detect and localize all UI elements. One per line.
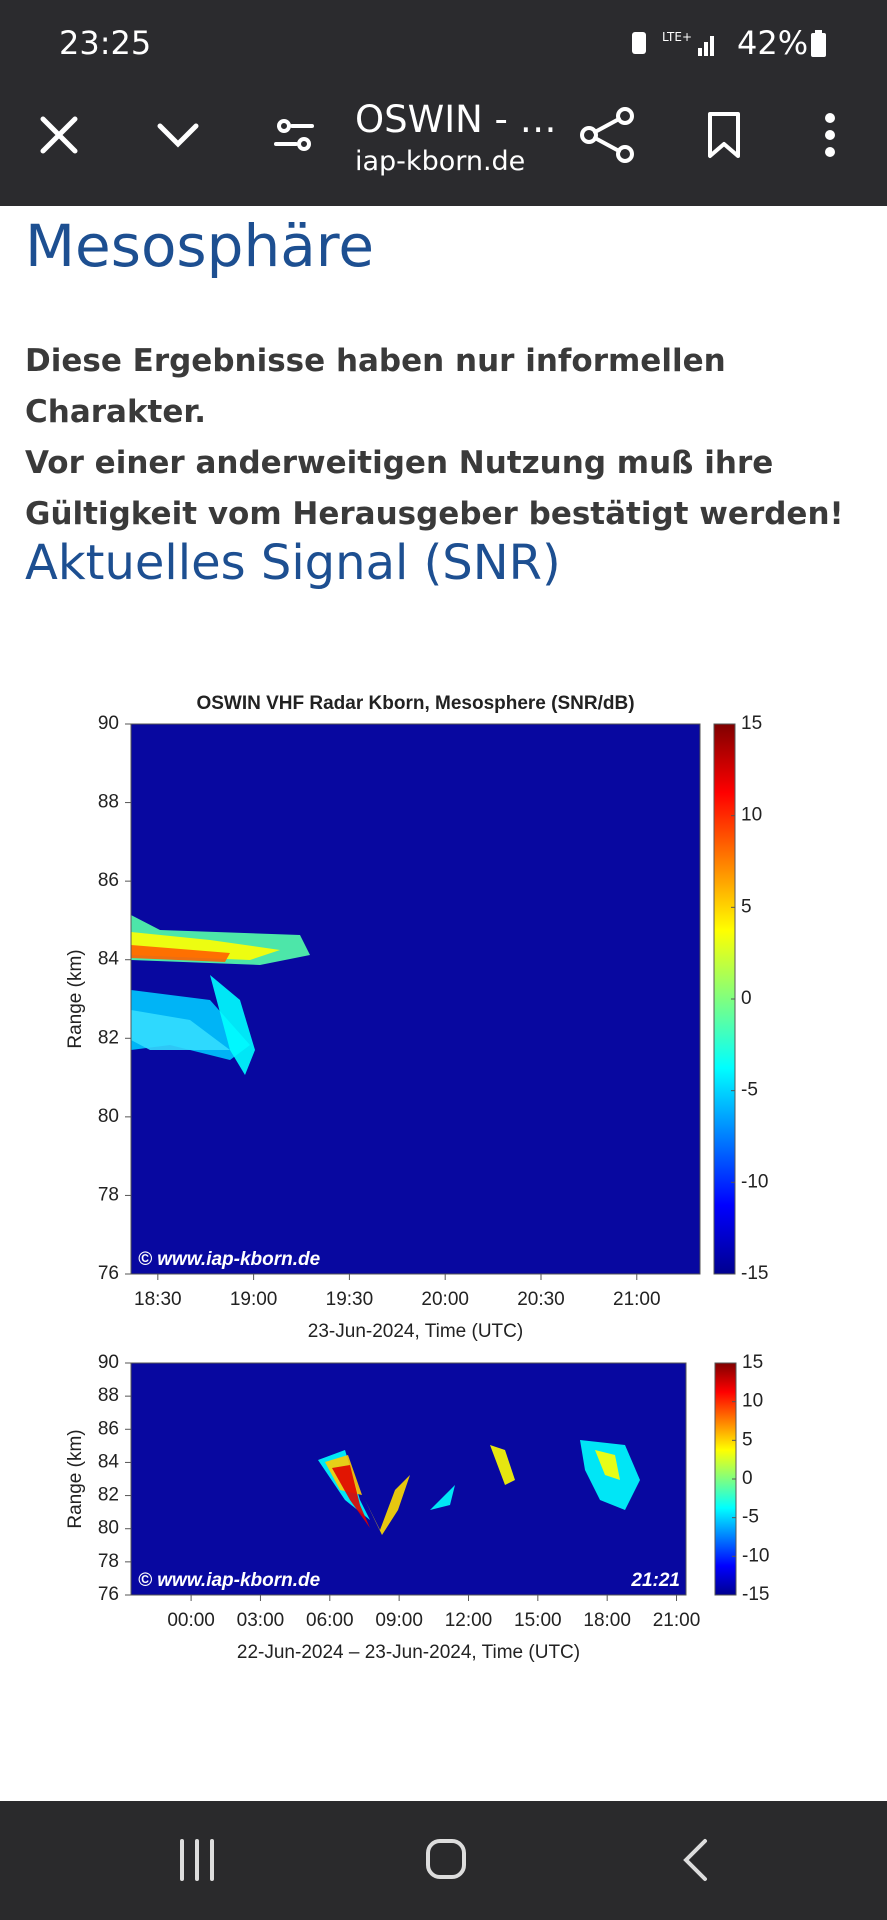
x-tick-label: 19:00 <box>230 1289 278 1310</box>
echo-region <box>430 1485 455 1510</box>
y-tick-label: 86 <box>98 1418 119 1439</box>
watermark: © www.iap-kborn.de <box>138 1570 321 1591</box>
subheading: Aktuelles Signal (SNR) <box>25 535 561 591</box>
colorbar-tick-label: 5 <box>741 896 752 917</box>
colorbar-tick-label: -15 <box>741 1263 768 1284</box>
y-tick-label: 88 <box>98 1385 119 1406</box>
x-tick-label: 20:30 <box>517 1289 565 1310</box>
echo-region <box>210 975 255 1075</box>
colorbar-tick-label: 5 <box>742 1429 753 1450</box>
x-tick-label: 18:00 <box>583 1610 631 1631</box>
plot-frame <box>130 723 701 1275</box>
y-tick-label: 78 <box>98 1551 119 1572</box>
timestamp: 21:21 <box>630 1570 680 1591</box>
x-axis-label: 22-Jun-2024 – 23-Jun-2024, Time (UTC) <box>237 1642 580 1663</box>
echo-region <box>595 1450 620 1480</box>
share-button[interactable] <box>580 107 634 163</box>
radar-plot: OSWIN VHF Radar Kborn, Mesosphere (SNR/d… <box>65 693 768 1342</box>
x-tick-label: 20:00 <box>421 1289 469 1310</box>
echo-region <box>332 1465 370 1528</box>
page-url[interactable]: iap-kborn.de <box>355 146 526 177</box>
echo-region <box>131 1010 230 1050</box>
heading: Mesosphäre <box>25 212 375 280</box>
colorbar-tick-label: 15 <box>742 1352 763 1373</box>
colorbar-tick-label: 0 <box>741 988 752 1009</box>
colorbar-tick-label: -15 <box>742 1584 769 1605</box>
menu-button[interactable] <box>157 123 199 148</box>
tune-button[interactable] <box>274 119 314 151</box>
x-tick-label: 12:00 <box>445 1610 493 1631</box>
y-tick-label: 86 <box>98 870 119 891</box>
x-tick-label: 19:30 <box>326 1289 374 1310</box>
page-title[interactable]: OSWIN - … <box>355 98 557 141</box>
nav-bar <box>0 1801 887 1920</box>
nav-icons <box>180 1839 707 1881</box>
x-tick-label: 18:30 <box>134 1289 182 1310</box>
clock: 23:25 <box>59 24 152 62</box>
colorbar-tick-label: 15 <box>741 713 762 734</box>
close-button[interactable] <box>40 116 78 154</box>
y-tick-label: 82 <box>98 1485 119 1506</box>
echo-region <box>131 945 230 962</box>
x-tick-label: 09:00 <box>375 1610 423 1631</box>
y-tick-label: 76 <box>98 1584 119 1605</box>
heatmap-background <box>131 724 700 1274</box>
home-button[interactable] <box>426 1839 466 1879</box>
bookmark-button[interactable] <box>708 112 740 158</box>
toolbar-icons <box>40 107 835 163</box>
notice-line: Gültigkeit vom Herausgeber bestätigt wer… <box>25 496 844 532</box>
watermark: © www.iap-kborn.de <box>138 1249 321 1270</box>
colorbar-tick-label: 10 <box>741 805 762 826</box>
battery: 42% <box>737 24 809 62</box>
y-tick-label: 80 <box>98 1106 119 1127</box>
toolbar: OSWIN - … iap-kborn.de <box>0 86 887 206</box>
notice: Diese Ergebnisse haben nur informellen C… <box>25 336 887 540</box>
colorbar-tick-label: -10 <box>742 1545 769 1566</box>
radar-plot: Range (km) 22-Jun-2024 – 23-Jun-2024, Tim… <box>65 1352 769 1663</box>
echo-region <box>365 1475 410 1535</box>
radar-figures: OSWIN VHF Radar Kborn, Mesosphere (SNR/d… <box>65 693 769 1663</box>
colorbar-tick-label: -5 <box>742 1507 759 1528</box>
network: LTE+ <box>662 30 692 44</box>
y-tick-label: 84 <box>98 949 120 970</box>
x-tick-label: 21:00 <box>613 1289 661 1310</box>
colorbar-tick-label: -5 <box>741 1080 758 1101</box>
colorbar-tick-label: 10 <box>742 1391 763 1412</box>
colorbar-tick-label: 0 <box>742 1468 753 1489</box>
battery-icon <box>811 30 826 57</box>
y-tick-label: 84 <box>98 1451 120 1472</box>
x-tick-label: 06:00 <box>306 1610 354 1631</box>
y-tick-label: 82 <box>98 1027 119 1048</box>
x-tick-label: 15:00 <box>514 1610 562 1631</box>
status-bar: 23:25 LTE+ 42% <box>0 0 887 86</box>
y-tick-label: 76 <box>98 1263 119 1284</box>
y-tick-label: 88 <box>98 792 119 813</box>
y-tick-label: 90 <box>98 713 119 734</box>
more-button[interactable] <box>825 113 835 157</box>
back-button[interactable] <box>683 1839 707 1881</box>
x-axis-label: 23-Jun-2024, Time (UTC) <box>308 1321 523 1342</box>
recents-button[interactable] <box>180 1839 214 1881</box>
x-tick-label: 00:00 <box>167 1610 215 1631</box>
y-tick-label: 90 <box>98 1352 119 1373</box>
status-icons <box>632 32 714 56</box>
y-tick-label: 78 <box>98 1184 119 1205</box>
y-tick-label: 80 <box>98 1518 119 1539</box>
y-axis-label: Range (km) <box>65 1429 86 1528</box>
x-tick-label: 21:00 <box>653 1610 701 1631</box>
x-tick-label: 03:00 <box>237 1610 285 1631</box>
plot-frame <box>130 1362 687 1596</box>
colorbar-tick-label: -10 <box>741 1171 768 1192</box>
echo-region <box>490 1445 515 1485</box>
notice-line: Diese Ergebnisse haben nur informellen C… <box>25 343 726 430</box>
y-axis-label: Range (km) <box>65 949 86 1048</box>
notice-line: Vor einer anderweitigen Nutzung muß ihre <box>25 445 774 481</box>
plot-title: OSWIN VHF Radar Kborn, Mesosphere (SNR/d… <box>196 693 634 714</box>
